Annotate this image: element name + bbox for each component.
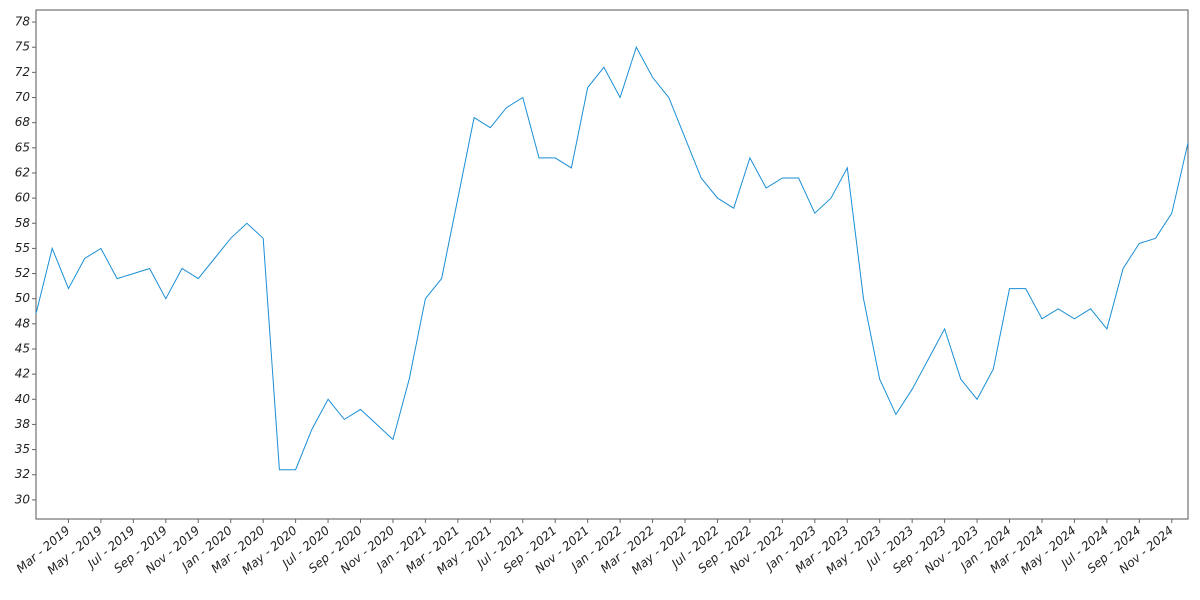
y-tick-label: 55 bbox=[15, 241, 30, 255]
plot-frame bbox=[35, 9, 1189, 520]
y-tick-label: 68 bbox=[15, 115, 31, 129]
y-tick-label: 30 bbox=[15, 492, 31, 506]
y-tick-label: 40 bbox=[15, 392, 31, 406]
y-tick-label: 65 bbox=[15, 140, 30, 154]
y-tick-label: 62 bbox=[15, 165, 30, 179]
price-line bbox=[35, 45, 1189, 471]
y-tick-label: 58 bbox=[15, 216, 31, 230]
y-tick-label: 32 bbox=[15, 467, 30, 481]
y-tick-label: 75 bbox=[15, 40, 30, 54]
y-tick-label: 50 bbox=[15, 291, 31, 305]
y-tick-label: 78 bbox=[15, 15, 31, 29]
y-tick-label: 35 bbox=[15, 442, 30, 456]
y-tick-label: 60 bbox=[15, 191, 31, 205]
y-tick-label: 42 bbox=[15, 367, 30, 381]
y-tick-label: 70 bbox=[15, 90, 31, 104]
y-tick-label: 52 bbox=[15, 266, 30, 280]
y-tick-label: 38 bbox=[15, 417, 31, 431]
y-tick-label: 45 bbox=[15, 341, 30, 355]
y-tick-label: 72 bbox=[15, 65, 30, 79]
y-tick-label: 48 bbox=[15, 316, 31, 330]
